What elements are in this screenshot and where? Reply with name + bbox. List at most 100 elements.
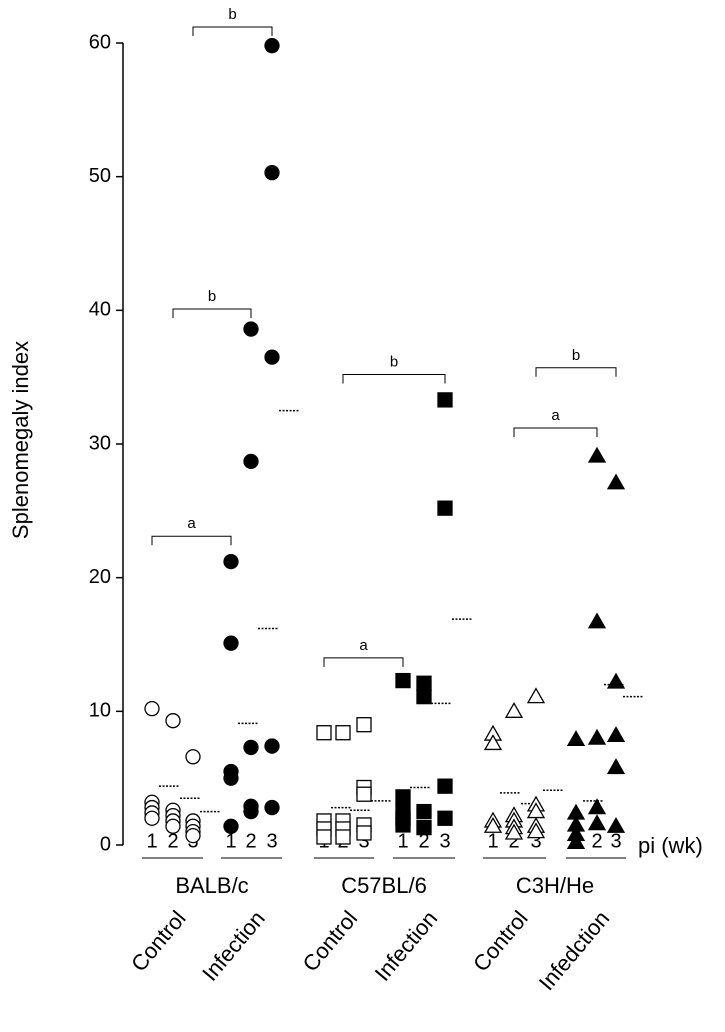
significance-label: b — [228, 6, 236, 23]
y-axis-label: Splenomegaly index — [8, 341, 33, 539]
data-point — [316, 725, 332, 741]
significance-bracket — [342, 373, 446, 384]
data-point — [165, 818, 181, 834]
significance-label: a — [551, 407, 560, 424]
data-point — [243, 321, 259, 337]
data-point — [587, 446, 607, 463]
y-tick-label: 10 — [89, 700, 111, 722]
data-point — [587, 612, 607, 629]
data-point — [223, 770, 239, 786]
data-point — [566, 730, 586, 747]
data-point — [606, 816, 626, 833]
group-label: Control — [298, 906, 363, 976]
data-point — [416, 688, 432, 705]
data-point — [504, 823, 524, 840]
week-label: 2 — [418, 830, 429, 852]
data-point — [395, 672, 411, 689]
y-tick-label: 50 — [89, 165, 111, 187]
data-point — [144, 810, 160, 826]
significance-bracket — [192, 26, 273, 36]
group-label: Control — [468, 906, 533, 976]
data-point — [264, 349, 280, 365]
data-point — [483, 816, 503, 833]
data-point — [165, 713, 181, 729]
data-point — [185, 749, 201, 765]
significance-bracket — [535, 367, 617, 377]
week-label: 2 — [508, 830, 519, 852]
data-point — [223, 553, 239, 570]
significance-bracket — [513, 427, 598, 437]
data-point — [526, 822, 546, 839]
data-point — [264, 38, 280, 54]
group-label: Infedction — [534, 906, 614, 995]
data-point — [243, 803, 259, 820]
significance-bracket — [323, 657, 404, 667]
strain-label: BALB/c — [175, 873, 248, 898]
data-point — [223, 635, 239, 651]
data-point — [264, 738, 280, 754]
data-point — [243, 453, 259, 470]
group-label: Control — [126, 906, 191, 976]
data-point — [437, 810, 453, 826]
significance-bracket — [151, 535, 232, 546]
data-point — [335, 829, 351, 845]
group-label: Infection — [197, 906, 270, 986]
week-label: 2 — [167, 830, 178, 852]
data-point — [483, 734, 503, 751]
data-point — [437, 392, 453, 408]
data-point — [416, 819, 432, 836]
data-point — [526, 687, 546, 704]
data-point — [243, 739, 259, 756]
data-point — [437, 500, 453, 516]
strain-label: C57BL/6 — [341, 873, 427, 898]
week-label: 3 — [530, 830, 541, 852]
week-label: 3 — [266, 830, 277, 852]
week-label: 1 — [225, 830, 236, 852]
week-label: 1 — [146, 830, 157, 852]
y-tick-label: 40 — [89, 299, 111, 321]
significance-label: a — [359, 637, 368, 654]
data-point — [395, 817, 411, 833]
data-point — [437, 778, 453, 794]
data-point — [395, 789, 411, 805]
data-point — [144, 701, 160, 717]
week-label: 1 — [397, 830, 408, 852]
data-point — [606, 473, 626, 490]
strain-label: C3H/He — [516, 873, 594, 898]
significance-bracket — [172, 308, 252, 318]
data-point — [356, 717, 372, 733]
week-label: 3 — [358, 830, 369, 852]
data-point — [606, 758, 626, 775]
data-point — [504, 702, 524, 718]
significance-label: b — [390, 353, 398, 370]
data-point — [185, 827, 201, 844]
data-point — [335, 725, 351, 741]
data-point — [223, 818, 239, 834]
data-point — [566, 833, 586, 849]
data-point — [606, 672, 626, 689]
y-tick-label: 20 — [89, 566, 111, 588]
group-label: Infection — [370, 906, 443, 986]
data-point — [587, 798, 607, 815]
data-point — [587, 814, 607, 831]
significance-label: b — [572, 347, 580, 364]
data-point — [356, 825, 372, 841]
week-label: 3 — [610, 830, 621, 852]
data-point — [587, 728, 607, 745]
data-point — [264, 165, 280, 181]
week-label: 3 — [439, 830, 450, 852]
significance-label: b — [208, 288, 216, 305]
data-point — [606, 726, 626, 743]
data-point — [356, 786, 372, 802]
week-label: 2 — [245, 830, 256, 852]
week-label: 2 — [591, 830, 602, 852]
significance-label: a — [187, 515, 196, 532]
data-point — [416, 803, 432, 820]
week-label: 1 — [487, 830, 498, 852]
y-tick-label: 60 — [89, 31, 111, 53]
data-point — [416, 675, 432, 691]
y-tick-label: 30 — [89, 432, 111, 454]
y-tick-label: 0 — [100, 833, 111, 855]
data-point — [316, 829, 332, 845]
